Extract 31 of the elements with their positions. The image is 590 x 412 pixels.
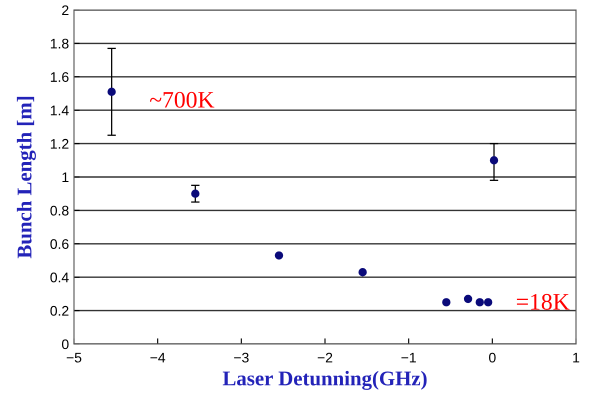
y-tick-label: 0 xyxy=(62,339,69,350)
x-tick-label: 1 xyxy=(573,352,580,362)
point xyxy=(274,251,284,260)
y-tick-label: 1.6 xyxy=(50,72,69,82)
y-tick-label: 1 xyxy=(62,172,68,182)
x-tick-label: −2 xyxy=(318,352,332,362)
annotation: =18K xyxy=(516,294,570,310)
y-tick-label: 1.2 xyxy=(50,138,68,149)
x-tick-label: −5 xyxy=(66,352,82,363)
y-tick-label: 1.4 xyxy=(50,106,69,116)
y-tick-label: 0.2 xyxy=(50,306,68,316)
y-tick-label: 1.8 xyxy=(50,38,69,49)
point xyxy=(464,294,472,304)
x-tick-label: −1 xyxy=(401,352,416,362)
x-tick-label: 0 xyxy=(489,352,496,363)
y-tick-label: 0.4 xyxy=(50,272,69,282)
point xyxy=(442,298,450,306)
point xyxy=(484,298,492,306)
y-tick-label: 2 xyxy=(62,5,68,16)
point xyxy=(476,298,484,306)
x-axis-title: Laser Detunning(GHz) xyxy=(222,370,427,390)
point xyxy=(358,268,367,276)
point xyxy=(107,88,116,96)
y-tick-label: 0.8 xyxy=(50,206,69,216)
y-axis-title: Bunch Length [m] xyxy=(16,96,36,258)
annotation: ~700K xyxy=(150,92,214,108)
point xyxy=(191,190,200,198)
point xyxy=(490,156,498,164)
x-tick-label: −3 xyxy=(234,352,249,363)
y-tick-label: 0.6 xyxy=(50,239,69,249)
x-tick-label: −4 xyxy=(150,352,166,362)
